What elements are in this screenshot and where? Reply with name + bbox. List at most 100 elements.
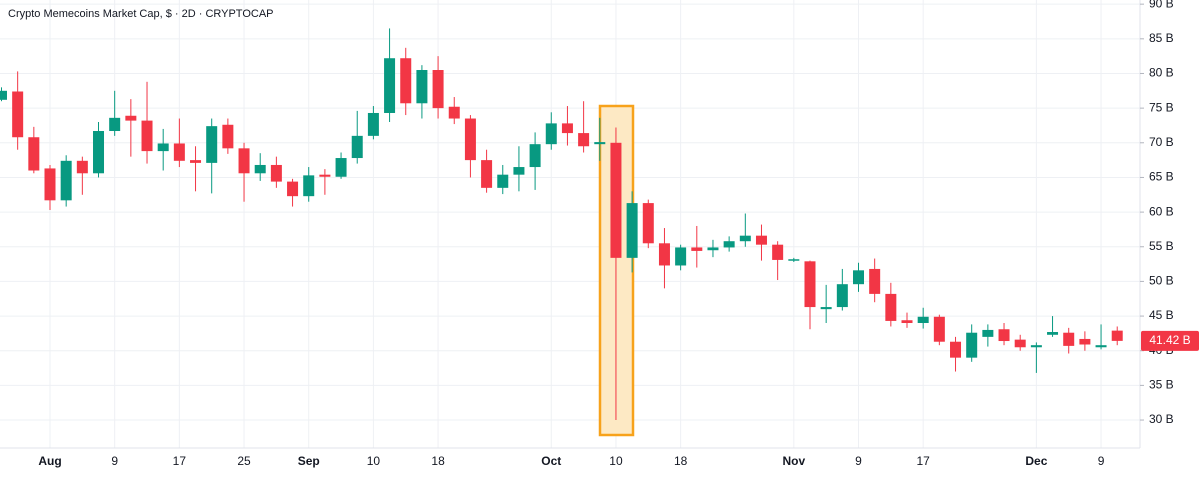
candle-body <box>1063 332 1075 346</box>
candle-body <box>966 332 978 358</box>
candle-body <box>12 91 24 138</box>
candle-body <box>610 142 622 258</box>
candle-body <box>173 143 185 161</box>
candle-body <box>707 247 719 251</box>
x-tick-label: 9 <box>111 454 118 468</box>
x-tick-label: Sep <box>298 454 320 468</box>
candle-body <box>529 144 541 168</box>
x-tick-label: 18 <box>674 454 688 468</box>
x-tick-label: Nov <box>782 454 805 468</box>
y-tick-label: 35 B <box>1149 378 1174 392</box>
candle-body <box>287 181 299 197</box>
candle-body <box>885 293 897 321</box>
candle-body <box>513 167 525 175</box>
candle-body <box>254 164 266 174</box>
candle-body <box>642 203 654 244</box>
candle-body <box>432 70 444 109</box>
label-layer: 30 B35 B40 B45 B50 B55 B60 B65 B70 B75 B… <box>38 0 1199 468</box>
x-tick-label: 18 <box>431 454 445 468</box>
candle-body <box>206 126 218 163</box>
x-tick-label: 9 <box>1098 454 1105 468</box>
candle-body <box>28 137 40 171</box>
candle-body <box>788 259 800 261</box>
y-tick-label: 60 B <box>1149 204 1174 218</box>
candle-body <box>238 148 250 174</box>
x-tick-label: 10 <box>367 454 381 468</box>
candle-body <box>1111 330 1123 341</box>
candle-body <box>497 174 509 188</box>
x-tick-label: Aug <box>38 454 61 468</box>
candle-body <box>869 268 881 294</box>
candle-body <box>125 115 137 121</box>
candle-body <box>1079 338 1091 345</box>
y-tick-label: 45 B <box>1149 308 1174 322</box>
y-tick-label: 30 B <box>1149 412 1174 426</box>
y-tick-label: 70 B <box>1149 135 1174 149</box>
y-tick-label: 80 B <box>1149 66 1174 80</box>
candle-body <box>303 175 315 197</box>
candle-body <box>626 203 638 258</box>
candle-body <box>933 316 945 342</box>
last-value-label: 41.42 B <box>1149 333 1190 347</box>
grid-layer <box>0 0 1140 448</box>
candle-body <box>416 70 428 104</box>
candle-body <box>351 135 363 159</box>
y-tick-label: 65 B <box>1149 170 1174 184</box>
candle-body <box>60 160 72 201</box>
candle-body <box>270 164 282 182</box>
candle-body <box>222 124 234 149</box>
y-tick-label: 85 B <box>1149 31 1174 45</box>
y-tick-label: 50 B <box>1149 274 1174 288</box>
candle-body <box>448 106 460 119</box>
last-value-box <box>1141 330 1199 351</box>
candle-body <box>1047 332 1059 335</box>
candle-body <box>691 247 703 251</box>
candle-body <box>836 284 848 308</box>
candle-body <box>157 143 169 152</box>
x-tick-label: 10 <box>609 454 623 468</box>
candle-body <box>481 160 493 188</box>
y-tick-label: 75 B <box>1149 100 1174 114</box>
candle-body <box>982 329 994 337</box>
candle-body <box>658 243 670 266</box>
candle-body <box>901 320 913 324</box>
candle-body <box>367 112 379 136</box>
candle-body <box>76 160 88 174</box>
candle-body <box>141 120 153 152</box>
candle-body <box>804 261 816 308</box>
candle-body <box>561 123 573 134</box>
candle-body <box>109 117 121 132</box>
x-tick-label: 17 <box>173 454 187 468</box>
candle-body <box>772 244 784 260</box>
candle-body <box>578 133 590 147</box>
candle-body <box>739 235 751 242</box>
candle-body <box>853 270 864 285</box>
candle-body <box>820 307 832 310</box>
x-tick-label: 9 <box>855 454 862 468</box>
candle-body <box>723 241 735 248</box>
candle-body <box>44 168 56 201</box>
candle-body <box>755 235 767 245</box>
y-tick-label: 90 B <box>1149 0 1174 10</box>
candle-body <box>93 131 105 174</box>
x-tick-label: 17 <box>917 454 931 468</box>
candle-body <box>917 316 929 324</box>
candle-body <box>190 160 202 163</box>
candle-body <box>0 90 7 100</box>
y-tick-label: 55 B <box>1149 239 1174 253</box>
candle-body <box>998 329 1010 342</box>
candle-body <box>335 158 347 177</box>
candle-body <box>400 58 412 104</box>
chart-title: Crypto Memecoins Market Cap, $ · 2D · CR… <box>8 8 274 20</box>
candle-body <box>594 142 606 145</box>
candle-body <box>950 341 962 358</box>
candle-body <box>675 247 687 266</box>
candle-body <box>319 174 331 177</box>
candle-body <box>1030 345 1042 348</box>
candle-body <box>1014 339 1026 348</box>
candle-body <box>1095 345 1107 348</box>
x-tick-label: Dec <box>1025 454 1047 468</box>
x-tick-label: Oct <box>541 454 561 468</box>
